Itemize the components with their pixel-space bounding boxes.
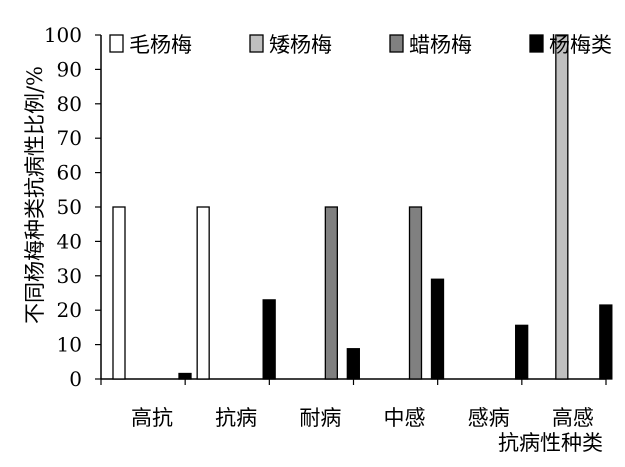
bar [346,348,360,380]
y-tick-label: 100 [44,23,82,47]
bar [178,372,192,380]
legend-label: 矮杨梅 [269,33,332,57]
x-tick-label: 高感 [552,406,594,430]
x-axis-label: 抗病性种类 [498,431,603,455]
bar [112,206,126,380]
x-tick-label: 抗病 [215,406,257,430]
x-tick-label: 耐病 [299,406,341,430]
y-tick-label: 20 [57,298,82,322]
legend-label: 蜡杨梅 [409,33,472,57]
legend-label: 杨梅类 [549,33,612,57]
bar [324,206,338,380]
y-tick-label: 10 [57,333,82,357]
bar [408,206,423,380]
bar [599,304,613,380]
y-tick-label: 50 [57,195,82,219]
bar [515,324,529,380]
x-tick-label: 高抗 [131,406,173,430]
legend-label: 毛杨梅 [129,33,192,57]
bar [196,206,210,380]
x-tick-label: 感病 [468,406,510,430]
legend-swatch [529,34,544,53]
bar [555,34,569,380]
y-tick-label: 40 [57,229,82,253]
bar [430,278,445,380]
y-tick-label: 60 [57,161,82,185]
legend-swatch [389,34,404,53]
legend-swatch [249,34,264,53]
bar [262,299,276,380]
y-axis-label: 不同杨梅种类抗病性比例/% [23,66,47,324]
y-tick-label: 80 [57,92,82,116]
legend-swatch [109,34,124,53]
plot-area: 0 10 20 30 40 50 60 70 80 90 100 高抗 抗病 耐病 中感 感病 高感 毛杨梅 矮杨梅… [44,23,613,430]
y-tick-label: 30 [57,264,82,288]
x-tick-label: 中感 [384,406,426,430]
y-tick-label: 90 [57,57,82,81]
y-tick-label: 0 [69,367,82,391]
y-tick-label: 70 [57,126,82,150]
